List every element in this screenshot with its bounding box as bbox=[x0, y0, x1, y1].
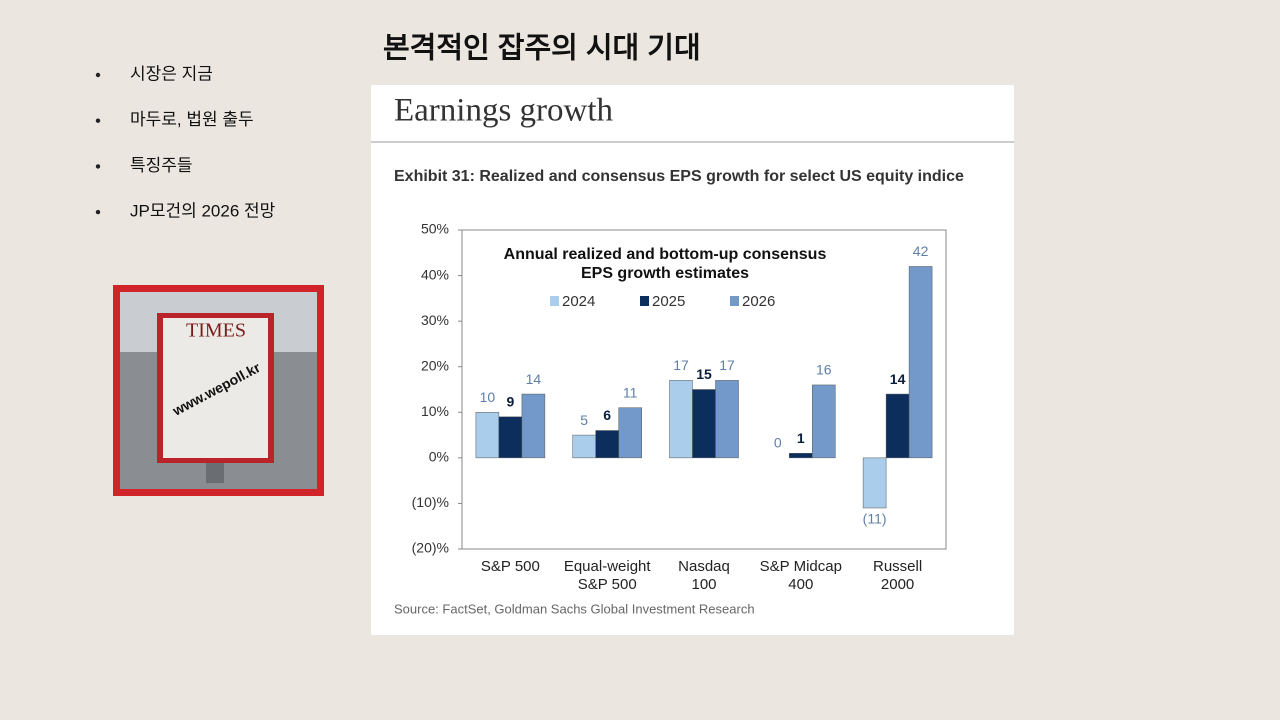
bar bbox=[812, 384, 836, 459]
plot-frame bbox=[461, 229, 947, 550]
x-tick-label: 2000 bbox=[881, 576, 914, 593]
data-label: 42 bbox=[913, 243, 929, 259]
bar bbox=[572, 434, 596, 459]
chart-subtitle: Exhibit 31: Realized and consensus EPS g… bbox=[394, 168, 964, 185]
y-tick-label: 50% bbox=[421, 221, 449, 237]
bar bbox=[862, 457, 887, 509]
bar bbox=[715, 380, 739, 459]
bullet-dot bbox=[95, 72, 101, 78]
data-label: 14 bbox=[890, 371, 906, 387]
x-tick-label: 400 bbox=[788, 576, 813, 593]
bullet-dot bbox=[95, 118, 101, 123]
bullet-dot bbox=[95, 164, 101, 169]
x-tick-label: S&P Midcap bbox=[760, 558, 842, 575]
bullet-text: 마두로, 법원 출두 bbox=[130, 110, 254, 129]
legend-swatch bbox=[550, 296, 559, 306]
data-label: 11 bbox=[623, 384, 638, 400]
data-label: 14 bbox=[526, 371, 542, 387]
data-label: 5 bbox=[580, 412, 588, 428]
bar bbox=[885, 393, 910, 459]
legend-swatch bbox=[730, 296, 739, 306]
legend-label: 2025 bbox=[652, 293, 685, 310]
data-label: (11) bbox=[863, 511, 887, 527]
x-tick-label: Russell bbox=[873, 558, 922, 575]
bar bbox=[669, 380, 693, 459]
poster-stand bbox=[206, 463, 224, 483]
inner-title: EPS growth estimates bbox=[581, 265, 749, 282]
bullet-text: 특징주들 bbox=[130, 156, 193, 175]
legend-label: 2024 bbox=[562, 293, 595, 310]
data-label: 15 bbox=[696, 366, 712, 382]
x-tick-label: S&P 500 bbox=[481, 558, 540, 575]
data-label: 9 bbox=[507, 394, 515, 410]
data-label: 6 bbox=[603, 407, 611, 423]
y-tick-label: 0% bbox=[429, 449, 449, 465]
inner-title: Annual realized and bottom-up consensus bbox=[504, 246, 827, 263]
bullet-text: JP모건의 2026 전망 bbox=[130, 202, 276, 221]
bullet-dot bbox=[95, 209, 101, 215]
data-label: 17 bbox=[719, 357, 735, 373]
chart-panel bbox=[371, 85, 1014, 635]
x-tick-label: Equal-weight bbox=[564, 558, 652, 575]
poster-brand: TIMES bbox=[186, 320, 246, 342]
legend-label: 2026 bbox=[742, 293, 775, 310]
x-tick-label: Nasdaq bbox=[678, 558, 730, 575]
bar bbox=[475, 412, 500, 459]
poster-paper bbox=[163, 318, 268, 458]
bar bbox=[908, 266, 933, 459]
y-tick-label: 40% bbox=[421, 266, 449, 282]
bar bbox=[789, 453, 813, 459]
bar bbox=[595, 430, 619, 459]
poster: TIMES www.wepoll.kr bbox=[113, 285, 324, 496]
y-tick-label: 30% bbox=[421, 312, 449, 328]
chart-title: Earnings growth bbox=[394, 93, 614, 129]
legend-swatch bbox=[640, 296, 649, 306]
data-label: 10 bbox=[480, 389, 496, 405]
slide-title: 본격적인 잡주의 시대 기대 bbox=[383, 32, 701, 65]
x-tick-label: 100 bbox=[691, 576, 716, 593]
x-tick-label: S&P 500 bbox=[578, 576, 637, 593]
y-tick-label: (10)% bbox=[412, 494, 449, 510]
chart-source: Source: FactSet, Goldman Sachs Global In… bbox=[394, 601, 755, 616]
bar bbox=[521, 393, 546, 459]
y-tick-label: (20)% bbox=[412, 540, 449, 556]
y-tick-label: 10% bbox=[421, 403, 449, 419]
bar bbox=[618, 407, 642, 459]
bullet-text: 시장은 지금 bbox=[130, 64, 213, 83]
data-label: 0 bbox=[774, 435, 782, 451]
bar bbox=[498, 416, 523, 459]
data-label: 17 bbox=[673, 357, 689, 373]
data-label: 16 bbox=[816, 362, 832, 378]
bar bbox=[692, 389, 716, 459]
y-tick-label: 20% bbox=[421, 357, 449, 373]
data-label: 1 bbox=[797, 430, 805, 446]
